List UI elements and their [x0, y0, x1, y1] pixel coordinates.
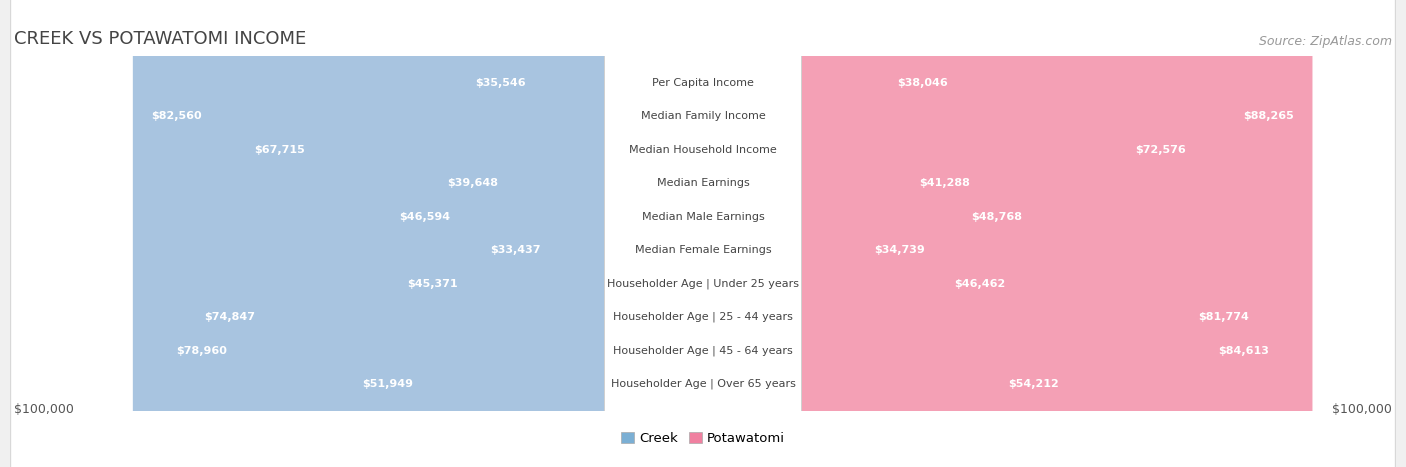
FancyBboxPatch shape: [702, 0, 943, 467]
Text: $88,265: $88,265: [1243, 111, 1294, 121]
FancyBboxPatch shape: [11, 0, 1395, 467]
FancyBboxPatch shape: [11, 0, 1395, 467]
Text: Median Household Income: Median Household Income: [628, 145, 778, 155]
FancyBboxPatch shape: [343, 0, 704, 467]
Text: CREEK VS POTAWATOMI INCOME: CREEK VS POTAWATOMI INCOME: [14, 30, 307, 48]
Text: $100,000: $100,000: [14, 403, 75, 416]
FancyBboxPatch shape: [605, 0, 801, 467]
Text: Median Earnings: Median Earnings: [657, 178, 749, 188]
Text: Householder Age | Under 25 years: Householder Age | Under 25 years: [607, 278, 799, 289]
FancyBboxPatch shape: [389, 0, 704, 467]
FancyBboxPatch shape: [702, 0, 1025, 467]
Text: Householder Age | 25 - 44 years: Householder Age | 25 - 44 years: [613, 312, 793, 322]
Text: $54,212: $54,212: [1008, 379, 1059, 389]
FancyBboxPatch shape: [186, 0, 704, 467]
FancyBboxPatch shape: [605, 0, 801, 467]
FancyBboxPatch shape: [605, 0, 801, 467]
FancyBboxPatch shape: [11, 0, 1395, 467]
Text: Median Male Earnings: Median Male Earnings: [641, 212, 765, 222]
Text: Householder Age | 45 - 64 years: Householder Age | 45 - 64 years: [613, 346, 793, 356]
FancyBboxPatch shape: [11, 0, 1395, 467]
FancyBboxPatch shape: [702, 0, 966, 467]
Text: Median Female Earnings: Median Female Earnings: [634, 245, 772, 255]
FancyBboxPatch shape: [605, 0, 801, 467]
FancyBboxPatch shape: [605, 0, 801, 467]
FancyBboxPatch shape: [235, 0, 704, 467]
FancyBboxPatch shape: [702, 0, 1078, 467]
FancyBboxPatch shape: [11, 0, 1395, 467]
FancyBboxPatch shape: [702, 0, 988, 467]
Text: $72,576: $72,576: [1135, 145, 1185, 155]
Text: $34,739: $34,739: [875, 245, 925, 255]
FancyBboxPatch shape: [605, 0, 801, 467]
FancyBboxPatch shape: [11, 0, 1395, 467]
Legend: Creek, Potawatomi: Creek, Potawatomi: [616, 427, 790, 451]
FancyBboxPatch shape: [702, 0, 1268, 467]
Text: $35,546: $35,546: [475, 78, 526, 88]
Text: $67,715: $67,715: [253, 145, 305, 155]
FancyBboxPatch shape: [11, 0, 1395, 467]
FancyBboxPatch shape: [132, 0, 704, 467]
FancyBboxPatch shape: [471, 0, 704, 467]
FancyBboxPatch shape: [11, 0, 1395, 467]
Text: $45,371: $45,371: [408, 279, 458, 289]
FancyBboxPatch shape: [702, 0, 1288, 467]
Text: $74,847: $74,847: [204, 312, 256, 322]
Text: Median Family Income: Median Family Income: [641, 111, 765, 121]
FancyBboxPatch shape: [381, 0, 704, 467]
Text: $41,288: $41,288: [920, 178, 970, 188]
Text: $51,949: $51,949: [363, 379, 413, 389]
Text: $46,594: $46,594: [399, 212, 450, 222]
Text: $84,613: $84,613: [1218, 346, 1268, 356]
Text: $39,648: $39,648: [447, 178, 498, 188]
FancyBboxPatch shape: [11, 0, 1395, 467]
Text: $100,000: $100,000: [1331, 403, 1392, 416]
FancyBboxPatch shape: [157, 0, 704, 467]
FancyBboxPatch shape: [11, 0, 1395, 467]
Text: Per Capita Income: Per Capita Income: [652, 78, 754, 88]
FancyBboxPatch shape: [702, 0, 1205, 467]
FancyBboxPatch shape: [605, 0, 801, 467]
FancyBboxPatch shape: [457, 0, 704, 467]
FancyBboxPatch shape: [605, 0, 801, 467]
FancyBboxPatch shape: [429, 0, 704, 467]
Text: $81,774: $81,774: [1198, 312, 1249, 322]
FancyBboxPatch shape: [702, 0, 1312, 467]
FancyBboxPatch shape: [605, 0, 801, 467]
Text: $46,462: $46,462: [955, 279, 1005, 289]
Text: $78,960: $78,960: [176, 346, 228, 356]
Text: $38,046: $38,046: [897, 78, 948, 88]
FancyBboxPatch shape: [605, 0, 801, 467]
Text: $33,437: $33,437: [489, 245, 540, 255]
Text: $82,560: $82,560: [152, 111, 202, 121]
Text: Householder Age | Over 65 years: Householder Age | Over 65 years: [610, 379, 796, 389]
Text: $48,768: $48,768: [970, 212, 1022, 222]
Text: Source: ZipAtlas.com: Source: ZipAtlas.com: [1258, 35, 1392, 48]
FancyBboxPatch shape: [702, 0, 1040, 467]
